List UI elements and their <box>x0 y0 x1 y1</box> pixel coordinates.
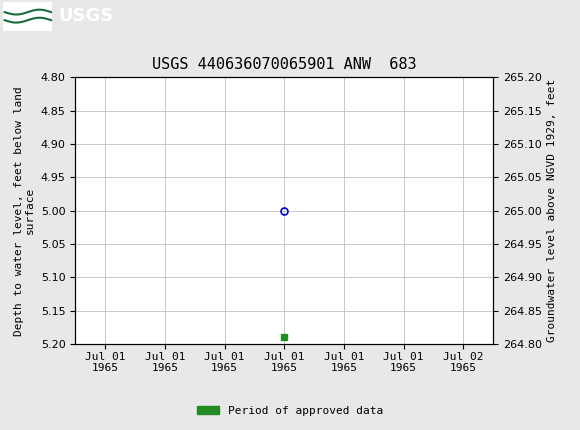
Legend: Period of approved data: Period of approved data <box>193 401 387 420</box>
Text: USGS: USGS <box>58 7 113 25</box>
Y-axis label: Groundwater level above NGVD 1929, feet: Groundwater level above NGVD 1929, feet <box>548 79 557 342</box>
Bar <box>3 2 52 31</box>
Y-axis label: Depth to water level, feet below land
surface: Depth to water level, feet below land su… <box>14 86 35 335</box>
Title: USGS 440636070065901 ANW  683: USGS 440636070065901 ANW 683 <box>152 57 416 72</box>
